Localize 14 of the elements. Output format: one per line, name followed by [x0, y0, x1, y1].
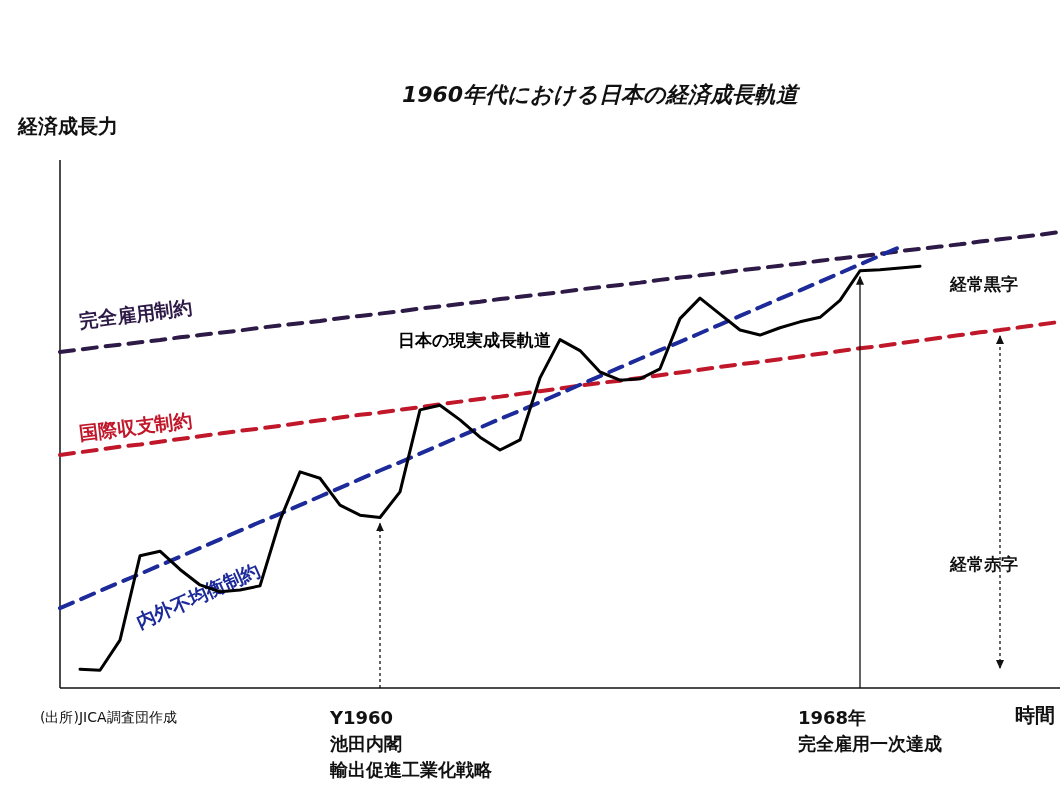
text: 完全雇用一次達成	[798, 733, 942, 754]
annotation: 経常赤字	[949, 554, 1018, 574]
text: 完全雇用制約	[77, 295, 194, 332]
x-axis-title: 時間	[1015, 703, 1055, 727]
text: 池田内閣	[329, 733, 402, 754]
text: 国際収支制約	[77, 408, 194, 445]
series-label: 日本の現実成長軌道	[398, 329, 551, 350]
y-axis-title: 経済成長力	[17, 114, 118, 138]
text: 1968年	[798, 707, 867, 728]
text: 輸出促進工業化戦略	[329, 759, 493, 780]
text: (出所)JICA調査団作成	[40, 709, 177, 725]
chart-title: 1960年代における日本の経済成長軌道	[401, 82, 802, 107]
annotation: 経常黒字	[949, 274, 1018, 294]
text: Y1960	[329, 707, 394, 728]
